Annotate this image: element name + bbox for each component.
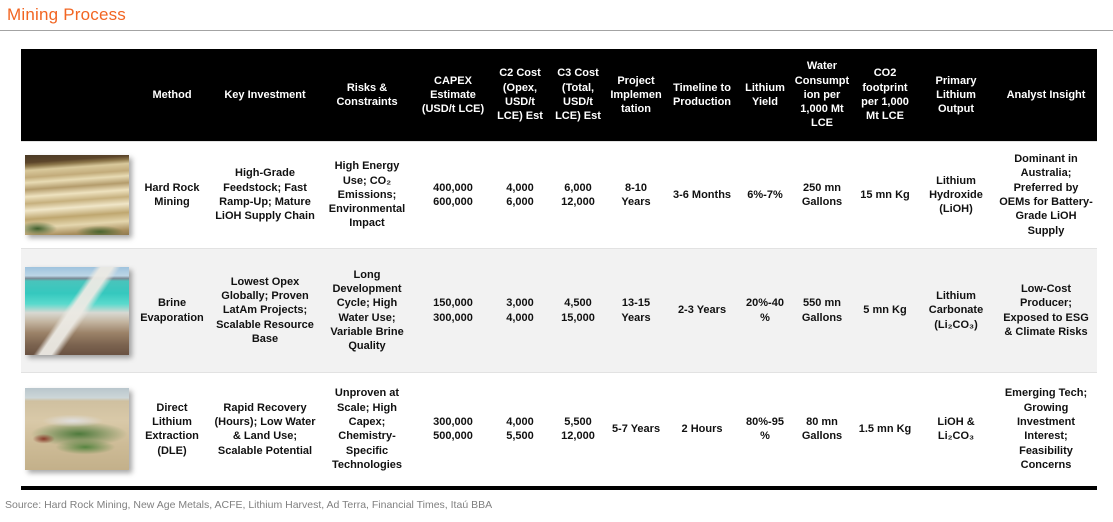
table-row-brine-evaporation: Brine Evaporation Lowest Opex Globally; … [21,248,1097,373]
open-pit-hard-rock-mine-photo [25,155,129,235]
capex-cell: 400,000 600,000 [433,181,473,208]
dle-facility-aerial-photo [25,388,129,471]
col-header-primary-output: Primary Lithium Output [917,49,995,142]
table-row-direct-lithium-extraction: Direct Lithium Extraction (DLE) Rapid Re… [21,372,1097,488]
primary-output-cell: Lithium Hydroxide (LiOH) [929,174,983,216]
header-row: Method Key Investment Risks & Constraint… [21,49,1097,142]
project-implementation-cell: 13-15 Years [621,297,651,324]
risks-constraints-cell: Unproven at Scale; High Capex; Chemistry… [331,387,403,471]
c2-cost-cell: 3,000 4,000 [506,297,534,324]
c3-cost-cell: 5,500 12,000 [561,415,595,443]
timeline-cell: 2 Hours [681,423,723,436]
col-header-lithium-yield: Lithium Yield [739,49,791,142]
mining-process-table: Method Key Investment Risks & Constraint… [21,49,1097,490]
title-divider [0,30,1113,31]
project-implementation-cell: 8-10 Years [621,181,651,208]
water-consumption-cell: 550 mn Gallons [801,297,843,324]
key-investment-cell: Lowest Opex Globally; Proven LatAm Proje… [216,275,314,345]
brine-evaporation-ponds-photo [25,266,129,355]
col-header-key-investment: Key Investment [211,49,319,142]
col-header-photo [21,49,133,142]
table-row-hard-rock-mining: Hard Rock Mining High-Grade Feedstock; F… [21,141,1097,249]
col-header-method: Method [133,49,211,142]
c3-cost-cell: 6,000 12,000 [561,181,595,208]
col-header-risks-constraints: Risks & Constraints [319,49,415,142]
analyst-insight-cell: Emerging Tech; Growing Investment Intere… [1004,387,1088,471]
photo-cell [21,142,133,249]
timeline-cell: 3-6 Months [672,188,732,201]
capex-cell: 150,000 300,000 [433,297,473,324]
col-header-co2-footprint: CO2 footprint per 1,000 Mt LCE [853,49,917,142]
page: Mining Process Method Key Investment Ris [0,5,1113,511]
col-header-capex: CAPEX Estimate (USD/t LCE) [415,49,491,142]
lithium-yield-cell: 80%-95% [746,415,784,443]
col-header-c3-cost: C3 Cost (Total, USD/t LCE) Est [549,49,607,142]
col-header-analyst-insight: Analyst Insight [995,49,1097,142]
source-note: Source: Hard Rock Mining, New Age Metals… [5,498,493,511]
c3-cost-cell: 4,500 15,000 [561,297,595,324]
col-header-timeline: Timeline to Production [665,49,739,142]
project-implementation-cell: 5-7 Years [611,423,661,436]
photo-cell [21,373,133,488]
c2-cost-cell: 4,000 5,500 [506,415,534,443]
timeline-cell: 2-3 Years [677,304,727,317]
method-cell: Hard Rock Mining [144,181,200,208]
risks-constraints-cell: Long Development Cycle; High Water Use; … [330,268,404,353]
co2-footprint-cell: 1.5 mn Kg [858,423,912,436]
method-cell: Direct Lithium Extraction (DLE) [145,401,199,457]
water-consumption-cell: 250 mn Gallons [801,181,843,208]
co2-footprint-cell: 5 mn Kg [863,304,907,317]
lithium-yield-cell: 6%-7% [747,188,783,201]
co2-footprint-cell: 15 mn Kg [860,188,910,201]
primary-output-cell: LiOH & Li₂CO₃ [937,415,975,443]
table-header: Method Key Investment Risks & Constraint… [21,49,1097,142]
key-investment-cell: Rapid Recovery (Hours); Low Water & Land… [214,401,316,457]
col-header-c2-cost: C2 Cost (Opex, USD/t LCE) Est [491,49,549,142]
water-consumption-cell: 80 mn Gallons [801,415,843,443]
risks-constraints-cell: High Energy Use; CO₂ Emissions; Environm… [328,160,406,230]
table-body: Hard Rock Mining High-Grade Feedstock; F… [21,141,1097,488]
photo-cell [21,249,133,373]
analyst-insight-cell: Dominant in Australia; Preferred by OEMs… [999,153,1093,237]
col-header-project-implementation: Project Implementation [607,49,665,142]
analyst-insight-cell: Low-Cost Producer; Exposed to ESG & Clim… [1003,282,1089,338]
lithium-yield-cell: 20%-40% [746,297,784,324]
page-title: Mining Process [7,5,127,24]
primary-output-cell: Lithium Carbonate (Li₂CO₃) [928,290,984,331]
c2-cost-cell: 4,000 6,000 [506,181,534,208]
col-header-water-consumption: Water Consumption per 1,000 Mt LCE [791,49,853,142]
capex-cell: 300,000 500,000 [433,415,473,443]
key-investment-cell: High-Grade Feedstock; Fast Ramp-Up; Matu… [215,167,315,223]
method-cell: Brine Evaporation [140,297,204,324]
